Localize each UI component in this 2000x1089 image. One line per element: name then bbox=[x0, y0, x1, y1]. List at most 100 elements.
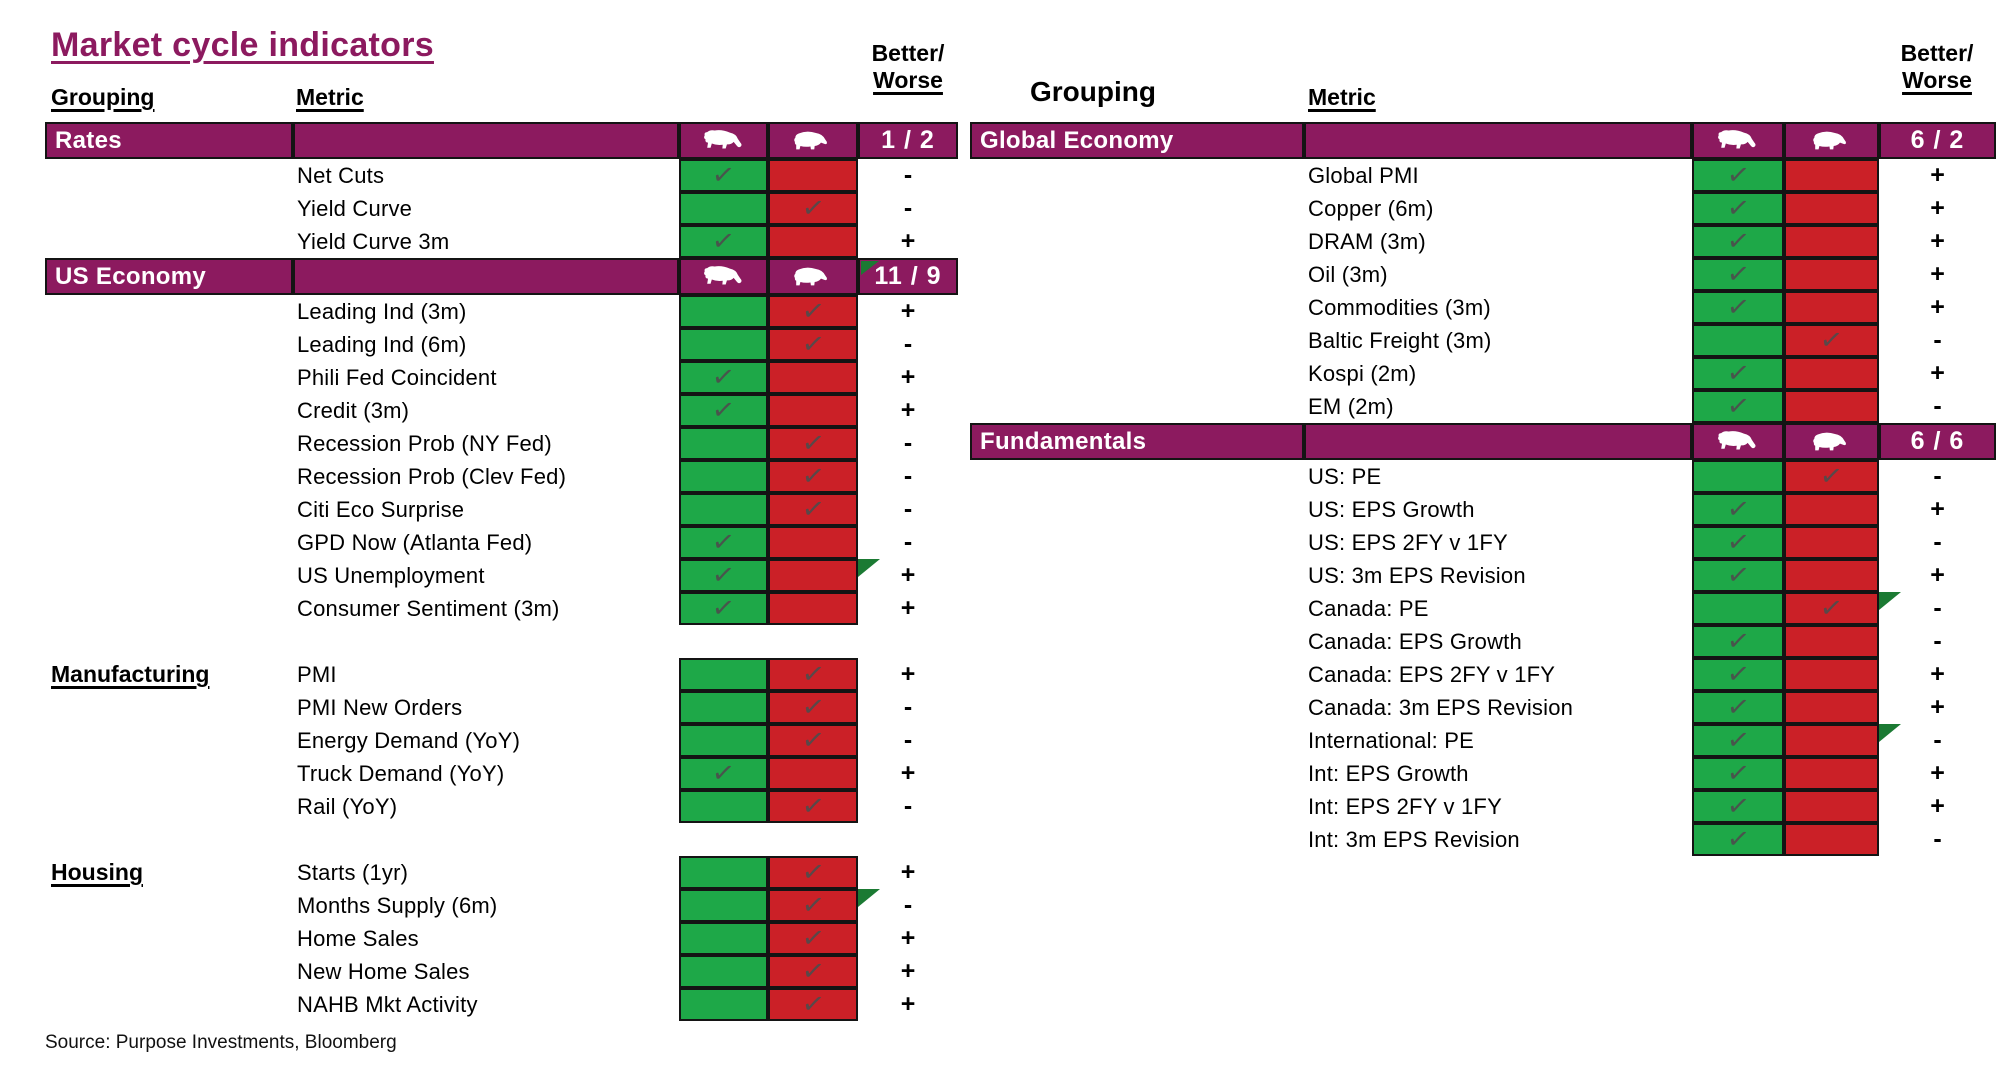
grouping-cell bbox=[45, 592, 293, 625]
better-worse-value: - bbox=[1879, 823, 1996, 856]
bull-cell: ✓ bbox=[1692, 658, 1784, 691]
bear-cell bbox=[1784, 357, 1879, 390]
bull-cell: ✓ bbox=[1692, 192, 1784, 225]
table-row: Recession Prob (Clev Fed) ✓ - bbox=[45, 460, 958, 493]
better-worse-value: - bbox=[858, 328, 958, 361]
bear-icon bbox=[1812, 432, 1846, 450]
bear-cell bbox=[768, 394, 858, 427]
check-icon: ✓ bbox=[1724, 191, 1752, 226]
bull-cell: ✓ bbox=[679, 394, 768, 427]
better-label: Better/ bbox=[1900, 40, 1974, 66]
bull-cell bbox=[679, 922, 768, 955]
bull-cell: ✓ bbox=[679, 592, 768, 625]
column-header-better-worse-left: Better/ Worse bbox=[858, 40, 958, 94]
metric-label: Int: EPS 2FY v 1FY bbox=[1304, 790, 1692, 823]
page-title: Market cycle indicators bbox=[51, 26, 434, 64]
bear-cell: ✓ bbox=[1784, 460, 1879, 493]
bull-cell bbox=[679, 460, 768, 493]
metric-label: Credit (3m) bbox=[293, 394, 679, 427]
check-icon: ✓ bbox=[799, 888, 827, 923]
better-label: Better/ bbox=[871, 40, 945, 66]
banner-metric-spacer bbox=[293, 122, 679, 159]
indicator-table-left: Rates 1 / 2 Net Cuts ✓ - Yield Curve ✓ - Yield C… bbox=[45, 122, 958, 1021]
check-icon: ✓ bbox=[710, 158, 737, 193]
grouping-cell bbox=[45, 691, 293, 724]
table-row: Leading Ind (6m) ✓ - bbox=[45, 328, 958, 361]
metric-label: Months Supply (6m) bbox=[293, 889, 679, 922]
bull-cell bbox=[679, 328, 768, 361]
check-icon: ✓ bbox=[1724, 822, 1752, 857]
section-banner: US Economy 11 / 9 bbox=[45, 258, 958, 295]
bear-cell bbox=[1784, 225, 1879, 258]
table-row: Rail (YoY) ✓ - bbox=[45, 790, 958, 823]
bull-cell: ✓ bbox=[1692, 258, 1784, 291]
grouping-cell bbox=[45, 889, 293, 922]
metric-label: Rail (YoY) bbox=[293, 790, 679, 823]
metric-label: Kospi (2m) bbox=[1304, 357, 1692, 390]
bear-cell: ✓ bbox=[768, 460, 858, 493]
metric-label: Copper (6m) bbox=[1304, 192, 1692, 225]
table-row: PMI New Orders ✓ - bbox=[45, 691, 958, 724]
better-worse-value: + bbox=[858, 394, 958, 427]
bull-cell: ✓ bbox=[1692, 790, 1784, 823]
table-row: Consumer Sentiment (3m) ✓ + bbox=[45, 592, 958, 625]
better-worse-value: - bbox=[1879, 526, 1996, 559]
better-worse-value: - bbox=[1879, 390, 1996, 423]
bear-cell bbox=[1784, 724, 1901, 757]
check-icon: ✓ bbox=[1724, 492, 1752, 527]
grouping-cell bbox=[970, 258, 1304, 291]
banner-bull-cell bbox=[679, 258, 768, 295]
green-corner-flag-icon bbox=[858, 889, 880, 907]
table-row: GPD Now (Atlanta Fed) ✓ - bbox=[45, 526, 958, 559]
worse-label: Worse bbox=[873, 67, 943, 93]
metric-label: New Home Sales bbox=[293, 955, 679, 988]
grouping-cell bbox=[970, 757, 1304, 790]
table-row: US: PE ✓ - bbox=[970, 460, 1996, 493]
metric-label: DRAM (3m) bbox=[1304, 225, 1692, 258]
table-row: Net Cuts ✓ - bbox=[45, 159, 958, 192]
banner-bear-cell bbox=[768, 122, 858, 159]
check-icon: ✓ bbox=[799, 657, 827, 692]
grouping-cell bbox=[970, 493, 1304, 526]
check-icon: ✓ bbox=[1724, 224, 1752, 259]
check-icon: ✓ bbox=[1724, 690, 1752, 725]
better-worse-value: - bbox=[1879, 625, 1996, 658]
grouping-cell bbox=[970, 724, 1304, 757]
section-us-economy: US Economy 11 / 9 Leading Ind (3m) ✓ + Leadin… bbox=[45, 258, 958, 625]
bull-cell: ✓ bbox=[679, 526, 768, 559]
metric-label: GPD Now (Atlanta Fed) bbox=[293, 526, 679, 559]
bear-cell: ✓ bbox=[768, 295, 858, 328]
grouping-cell bbox=[970, 324, 1304, 357]
grouping-cell bbox=[45, 225, 293, 258]
metric-label: Starts (1yr) bbox=[293, 856, 679, 889]
bear-cell: ✓ bbox=[768, 724, 858, 757]
bear-cell: ✓ bbox=[768, 922, 858, 955]
bear-cell bbox=[768, 361, 858, 394]
better-worse-value: + bbox=[1879, 159, 1996, 192]
metric-label: Leading Ind (3m) bbox=[293, 295, 679, 328]
table-row: Truck Demand (YoY) ✓ + bbox=[45, 757, 958, 790]
check-icon: ✓ bbox=[799, 921, 827, 956]
metric-label: Energy Demand (YoY) bbox=[293, 724, 679, 757]
metric-label: Canada: 3m EPS Revision bbox=[1304, 691, 1692, 724]
check-icon: ✓ bbox=[710, 224, 737, 259]
bear-icon bbox=[794, 131, 827, 149]
table-row: Kospi (2m) ✓ + bbox=[970, 357, 1996, 390]
bull-cell: ✓ bbox=[1692, 493, 1784, 526]
metric-label: US: PE bbox=[1304, 460, 1692, 493]
metric-label: PMI New Orders bbox=[293, 691, 679, 724]
better-worse-value: + bbox=[1879, 757, 1996, 790]
bull-cell: ✓ bbox=[1692, 691, 1784, 724]
section-manufacturing: Manufacturing PMI ✓ + PMI New Orders ✓ - Energy… bbox=[45, 658, 958, 823]
better-worse-value: + bbox=[1879, 258, 1996, 291]
bull-cell: ✓ bbox=[1692, 159, 1784, 192]
bear-cell: ✓ bbox=[1784, 592, 1901, 625]
metric-label: Net Cuts bbox=[293, 159, 679, 192]
metric-label: Citi Eco Surprise bbox=[293, 493, 679, 526]
grouping-cell bbox=[45, 955, 293, 988]
table-row: DRAM (3m) ✓ + bbox=[970, 225, 1996, 258]
bear-cell bbox=[1784, 658, 1879, 691]
bull-cell bbox=[1692, 324, 1784, 357]
better-worse-value: - bbox=[858, 493, 958, 526]
check-icon: ✓ bbox=[799, 987, 827, 1022]
